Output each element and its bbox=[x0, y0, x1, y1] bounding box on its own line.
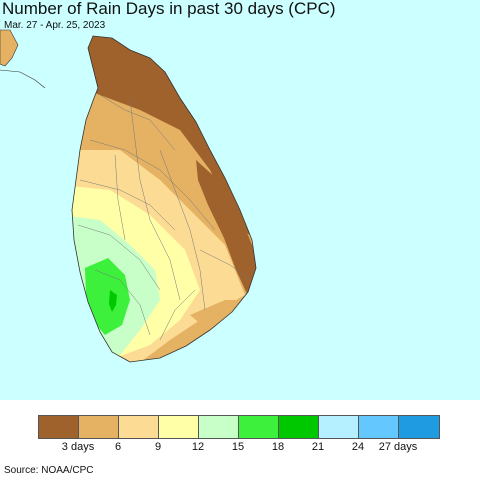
legend-swatch-7 bbox=[319, 416, 359, 438]
date-range-subtitle: Mar. 27 - Apr. 25, 2023 bbox=[4, 20, 106, 31]
legend-swatch-9 bbox=[399, 416, 439, 438]
source-note: Source: NOAA/CPC bbox=[4, 465, 94, 476]
legend-swatch-5 bbox=[239, 416, 279, 438]
mainland-coast bbox=[0, 29, 19, 67]
legend-tick-8: 27 days bbox=[378, 441, 418, 453]
legend-swatch-8 bbox=[359, 416, 399, 438]
map-title: Number of Rain Days in past 30 days (CPC… bbox=[2, 0, 336, 18]
legend-swatch-4 bbox=[199, 416, 239, 438]
legend-swatch-0 bbox=[39, 416, 79, 438]
legend-tick-5: 18 bbox=[271, 441, 285, 453]
mainland-coast-outline bbox=[0, 69, 46, 89]
legend-swatch-1 bbox=[79, 416, 119, 438]
legend-swatch-6 bbox=[279, 416, 319, 438]
map-panel: Number of Rain Days in past 30 days (CPC… bbox=[0, 0, 480, 400]
ocean bbox=[0, 0, 480, 400]
district-boundaries bbox=[77, 94, 251, 341]
rain-days-map bbox=[0, 0, 480, 400]
legend-swatch-2 bbox=[119, 416, 159, 438]
legend-tick-1: 6 bbox=[114, 441, 122, 453]
legend-tick-0: 3 days bbox=[61, 441, 95, 453]
coastline bbox=[71, 35, 257, 363]
legend-tick-6: 21 bbox=[311, 441, 325, 453]
legend-colorbar bbox=[38, 415, 440, 439]
legend-swatch-3 bbox=[159, 416, 199, 438]
legend-tick-7: 24 bbox=[351, 441, 365, 453]
legend-tick-2: 9 bbox=[154, 441, 162, 453]
legend-tick-3: 12 bbox=[191, 441, 205, 453]
legend-tick-4: 15 bbox=[231, 441, 245, 453]
